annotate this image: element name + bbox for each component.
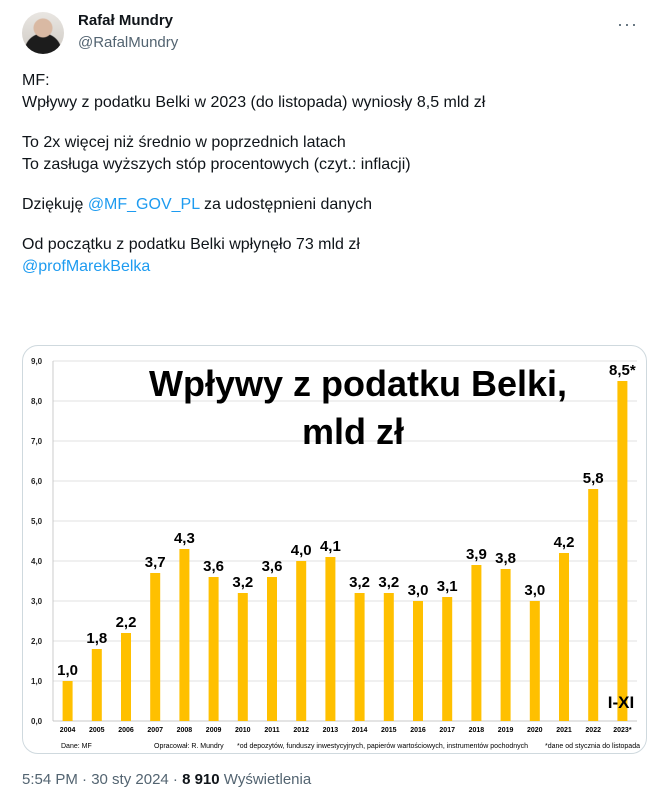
bar: [471, 565, 482, 721]
y-tick-label: 3,0: [31, 597, 43, 606]
bar-value-label: 3,2: [349, 574, 370, 591]
bar: [500, 569, 511, 721]
bar: [325, 557, 336, 721]
bar: [529, 601, 540, 721]
tweet-line: Od początku z podatku Belki wpłynęło 73 …: [22, 236, 360, 253]
bar: [150, 573, 161, 721]
bar: [413, 601, 423, 721]
views-label: Wyświetlenia: [219, 771, 312, 788]
bar-value-label: 3,1: [437, 578, 458, 595]
y-tick-label: 8,0: [31, 397, 43, 406]
tweet-text-segment: Dziękuję: [22, 196, 88, 213]
x-tick-label: 2004: [60, 727, 76, 734]
footnote-2: *dane od stycznia do listopada: [545, 743, 640, 750]
x-tick-label: 2020: [527, 727, 543, 734]
x-tick-label: 2021: [556, 727, 572, 734]
avatar[interactable]: [22, 12, 64, 54]
tweet-line: MF:: [22, 72, 50, 89]
x-tick-label: 2008: [177, 727, 193, 734]
x-tick-label: 2007: [147, 727, 163, 734]
y-tick-label: 7,0: [31, 437, 43, 446]
bar-value-label: 3,6: [262, 558, 283, 575]
bar-value-label: 3,7: [145, 554, 166, 571]
y-tick-label: 9,0: [31, 357, 43, 366]
bar-value-label: 3,2: [232, 574, 253, 591]
tweet-header: Rafał Mundry @RafalMundry ···: [22, 10, 642, 60]
chart-title: Wpływy z podatku Belki,: [149, 363, 567, 404]
footnote-1: *od depozytów, funduszy inwestycyjnych, …: [237, 743, 528, 750]
tweet-footer: 5:54 PM · 30 sty 2024 · 8 910 Wyświetlen…: [22, 771, 311, 788]
bar: [383, 593, 394, 721]
tweet-text: MF: Wpływy z podatku Belki w 2023 (do li…: [22, 70, 632, 278]
bar: [559, 553, 569, 721]
bar-value-label: 3,8: [495, 550, 516, 567]
bar-value-label: 2,2: [116, 614, 137, 631]
bar: [91, 649, 102, 721]
chart-image[interactable]: 0,0 1,0 2,0 3,0 4,0 5,0 6,0 7,0 8,0 9,0 1,0 2004 1,…: [22, 345, 647, 754]
x-tick-label: 2022: [585, 727, 601, 734]
chart-subtitle: mld zł: [302, 411, 404, 452]
bar-value-label: 1,0: [57, 662, 78, 679]
tweet-line: To zasługa wyższych stóp procentowych (c…: [22, 156, 411, 173]
y-tick-label: 5,0: [31, 517, 43, 526]
tweet-line: Dziękuję @MF_GOV_PL za udostępnieni dany…: [22, 194, 632, 216]
bar: [62, 681, 73, 721]
mention-link[interactable]: @profMarekBelka: [22, 258, 151, 275]
x-tick-label: 2009: [206, 727, 222, 734]
bar-chart: 0,0 1,0 2,0 3,0 4,0 5,0 6,0 7,0 8,0 9,0 1,0 2004 1,…: [31, 357, 640, 750]
bar: [267, 577, 277, 721]
bar: [296, 561, 307, 721]
bar: [237, 593, 248, 721]
tweet-text-segment: za udostępnieni danych: [199, 196, 373, 213]
bar-value-label: 1,8: [86, 630, 107, 647]
bar-value-label: 3,0: [524, 582, 545, 599]
x-tick-label: 2014: [352, 727, 368, 734]
bar-value-label: 4,3: [174, 530, 195, 547]
bar-value-label: 4,0: [291, 542, 312, 559]
x-tick-label: 2023*: [613, 727, 632, 734]
y-tick-label: 0,0: [31, 717, 43, 726]
tweet-line: Wpływy z podatku Belki w 2023 (do listop…: [22, 94, 486, 111]
bar: [208, 577, 219, 721]
x-tick-label: 2013: [323, 727, 339, 734]
chart-annotation: I-XI: [608, 693, 634, 712]
bar-value-label: 3,0: [408, 582, 429, 599]
bar-value-label: 4,1: [320, 538, 341, 555]
view-count: 8 910: [182, 771, 220, 788]
source-note: Dane: MF: [61, 743, 92, 750]
bar-value-label: 4,2: [554, 534, 575, 551]
timestamp[interactable]: 5:54 PM · 30 sty 2024 ·: [22, 771, 183, 788]
x-tick-label: 2018: [469, 727, 485, 734]
y-tick-label: 2,0: [31, 637, 43, 646]
bar-value-label: 5,8: [583, 470, 604, 487]
author-name[interactable]: Rafał Mundry: [78, 12, 174, 29]
x-tick-label: 2006: [118, 727, 134, 734]
credit-note: Opracował: R. Mundry: [154, 743, 224, 750]
bar: [617, 381, 628, 721]
y-tick-label: 6,0: [31, 477, 43, 486]
x-tick-label: 2019: [498, 727, 514, 734]
x-tick-label: 2016: [410, 727, 426, 734]
x-tick-label: 2005: [89, 727, 105, 734]
bar: [179, 549, 190, 721]
bar-value-label: 8,5*: [609, 362, 636, 379]
y-tick-label: 1,0: [31, 677, 43, 686]
bar: [121, 633, 131, 721]
tweet-line: To 2x więcej niż średnio w poprzednich l…: [22, 134, 346, 151]
author-handle[interactable]: @RafalMundry: [78, 34, 179, 51]
y-tick-label: 4,0: [31, 557, 43, 566]
bar: [442, 597, 453, 721]
x-tick-label: 2017: [439, 727, 455, 734]
x-tick-label: 2011: [264, 727, 279, 734]
more-dots-icon[interactable]: ···: [617, 14, 638, 34]
x-tick-label: 2015: [381, 727, 397, 734]
bar-value-label: 3,9: [466, 546, 487, 563]
bar-value-label: 3,6: [203, 558, 224, 575]
bar: [354, 593, 365, 721]
x-tick-label: 2010: [235, 727, 251, 734]
bar-value-label: 3,2: [378, 574, 399, 591]
mention-link[interactable]: @MF_GOV_PL: [87, 196, 200, 213]
bar: [588, 489, 599, 721]
x-tick-label: 2012: [293, 727, 309, 734]
